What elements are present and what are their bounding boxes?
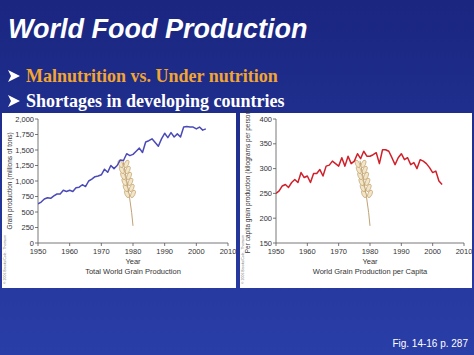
caption: Fig. 14-16 p. 287	[392, 338, 468, 349]
x-tick	[401, 243, 402, 246]
y-axis-label: Per capita grain production (kilograms p…	[244, 109, 252, 254]
chart-title: Total World Grain Production	[85, 267, 181, 276]
x-tick	[164, 243, 165, 246]
x-tick	[196, 243, 197, 246]
x-tick-label: 1980	[362, 247, 379, 256]
x-tick	[101, 243, 102, 246]
slide: World Food Production Malnutrition vs. Un…	[0, 0, 474, 355]
chart: 1502002503003504001950196019701980199020…	[240, 109, 472, 288]
y-tick-label: 1,250	[15, 161, 34, 170]
x-tick-label: 1950	[268, 247, 285, 256]
bullet: Shortages in developing countries	[26, 91, 285, 111]
y-tick	[35, 227, 38, 228]
y-tick-label: 250	[259, 189, 272, 198]
y-tick	[35, 150, 38, 151]
annotation: © 2006 Brooks/Cole - Thomson	[241, 235, 245, 284]
x-tick	[276, 243, 277, 246]
y-tick	[35, 196, 38, 197]
x-tick	[338, 243, 339, 246]
data-line	[38, 126, 206, 204]
x-tick-label: 1960	[299, 247, 316, 256]
bullet-arrow	[8, 95, 20, 107]
x-tick-label: 1990	[393, 247, 410, 256]
y-tick-label: 750	[21, 192, 34, 201]
y-tick	[35, 212, 38, 213]
x-tick-label: 2010	[456, 247, 473, 256]
plot-area	[38, 126, 206, 204]
y-tick-label: 500	[21, 208, 34, 217]
y-tick-label: 1,000	[15, 177, 34, 186]
x-tick	[307, 243, 308, 246]
y-tick	[273, 193, 276, 194]
y-tick	[273, 243, 276, 244]
bullet: Malnutrition vs. Under nutrition	[26, 66, 278, 86]
x-axis-label: Year	[362, 257, 378, 266]
x-tick	[228, 243, 229, 246]
x-axis-label: Year	[125, 257, 141, 266]
x-tick-label: 2010	[220, 247, 237, 256]
x-tick-label: 1970	[330, 247, 347, 256]
wheat-icon	[117, 159, 137, 225]
y-tick-label: 1,750	[15, 130, 34, 139]
y-tick	[35, 134, 38, 135]
y-tick	[35, 243, 38, 244]
x-tick-label: 1990	[156, 247, 173, 256]
y-tick	[35, 165, 38, 166]
title: World Food Production	[8, 14, 307, 44]
background	[0, 0, 474, 355]
y-tick	[273, 218, 276, 219]
x-tick	[464, 243, 465, 246]
x-tick-label: 1980	[125, 247, 142, 256]
wheat-icon	[354, 159, 374, 225]
y-axis-label: Grain production (millions of tons)	[6, 132, 14, 229]
annotation: © 2006 Brooks/Cole - Thomson	[3, 235, 7, 284]
x-tick-label: 2000	[188, 247, 205, 256]
x-tick	[38, 243, 39, 246]
x-tick	[370, 243, 371, 246]
bullet-arrow	[8, 70, 20, 82]
wheat-grain	[360, 159, 367, 168]
y-tick-label: 2,000	[15, 115, 34, 124]
chart-background	[2, 113, 236, 288]
x-tick-label: 1950	[30, 247, 47, 256]
y-tick-label: 400	[259, 115, 272, 124]
y-tick-label: 200	[259, 214, 272, 223]
plot-area	[276, 150, 442, 194]
y-tick-label: 350	[259, 139, 272, 148]
chart: 02505007501,0001,2501,5001,7502,00019501…	[2, 113, 236, 288]
y-tick-label: 300	[259, 164, 272, 173]
chart-background	[240, 113, 472, 288]
y-tick	[35, 181, 38, 182]
x-tick	[133, 243, 134, 246]
y-tick	[273, 168, 276, 169]
y-tick	[35, 119, 38, 120]
x-tick	[432, 243, 433, 246]
y-axis	[276, 119, 277, 243]
x-tick	[69, 243, 70, 246]
chart-title: World Grain Production per Capita	[313, 267, 428, 276]
x-tick-label: 2000	[424, 247, 441, 256]
y-tick-label: 250	[21, 223, 34, 232]
x-tick-label: 1970	[93, 247, 110, 256]
y-tick-label: 1,500	[15, 146, 34, 155]
y-tick	[273, 119, 276, 120]
data-line	[276, 150, 442, 194]
x-tick-label: 1960	[61, 247, 78, 256]
y-tick	[273, 143, 276, 144]
